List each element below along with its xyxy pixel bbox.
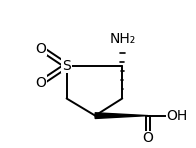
Text: NH₂: NH₂ bbox=[109, 32, 135, 46]
Polygon shape bbox=[95, 113, 148, 118]
Text: O: O bbox=[35, 41, 46, 56]
Text: O: O bbox=[35, 76, 46, 90]
Text: O: O bbox=[142, 131, 153, 145]
Text: OH: OH bbox=[166, 109, 187, 123]
Text: S: S bbox=[62, 59, 71, 73]
